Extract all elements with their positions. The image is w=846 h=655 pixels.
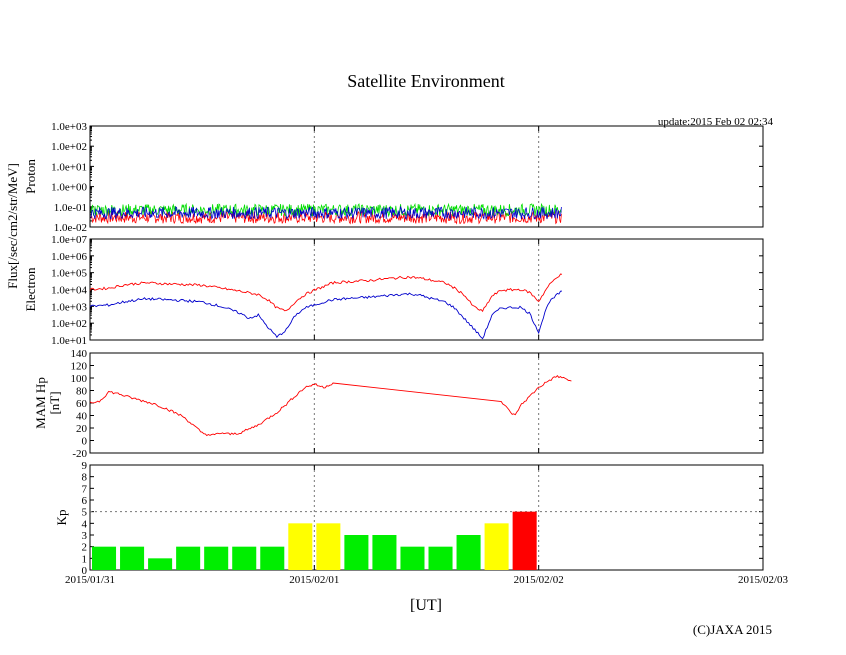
x-tick-label: 2015/02/01 — [289, 574, 339, 586]
mam-hp-series — [89, 375, 572, 437]
electron-high-series — [89, 273, 563, 313]
y-tick-label: 1.0e+02 — [51, 318, 87, 330]
kp-bar — [316, 523, 341, 570]
x-axis: 2015/01/31 2015/02/01 2015/02/02 2015/02/03 — [65, 126, 789, 586]
y-tick-label: 6 — [82, 495, 88, 507]
flux-axis-label: Flux[/sec/cm2/str/MeV] — [5, 163, 20, 289]
y-tick-label: -20 — [72, 448, 87, 460]
y-tick-label: 1 — [82, 553, 88, 565]
y-tick-label: 8 — [82, 472, 88, 484]
kp-bar — [232, 546, 257, 570]
y-axis-label-text: MAM Hp — [33, 377, 48, 429]
y-tick-label: 4 — [82, 518, 88, 530]
copyright: (C)JAXA 2015 — [693, 622, 772, 637]
kp-bar — [148, 558, 173, 570]
y-tick-label: 60 — [76, 398, 88, 410]
flux-label-text: Flux[/sec/cm2/str/MeV] — [5, 163, 20, 289]
kp-bar — [204, 546, 229, 570]
kp-bar — [456, 535, 481, 570]
y-axis-label-text: Proton — [23, 159, 38, 194]
panel-frame — [89, 352, 764, 454]
kp-bar — [260, 546, 285, 570]
y-tick-label: 5 — [82, 507, 88, 519]
y-tick-label: 1.0e+05 — [51, 268, 87, 280]
y-tick-label: 0 — [82, 565, 88, 577]
y-tick-label: 40 — [76, 411, 88, 423]
kp-bar — [400, 546, 425, 570]
y-tick-label: 0 — [82, 436, 88, 448]
y-tick-label: 1.0e-02 — [54, 222, 87, 234]
y-axis-label: Kp — [54, 510, 69, 526]
y-tick-label: 1.0e+02 — [51, 141, 87, 153]
kp-bar — [512, 511, 537, 570]
panel-frame — [89, 464, 764, 571]
update-timestamp: update:2015 Feb 02 02:34 — [658, 116, 774, 128]
y-tick-label: 1.0e+07 — [51, 234, 87, 246]
kp-bar — [484, 523, 509, 570]
kp-bar — [176, 546, 201, 570]
y-tick-label: 20 — [76, 423, 88, 435]
y-tick-label: 1.0e-01 — [54, 202, 87, 214]
y-tick-label: 9 — [82, 460, 88, 472]
y-axis-unit-text: [nT] — [47, 391, 62, 414]
y-axis-label: Electron — [23, 267, 38, 312]
y-tick-label: 1.0e+06 — [51, 251, 87, 263]
kp-bar — [92, 546, 117, 570]
y-axis-label-text: Electron — [23, 267, 38, 312]
y-tick-label: 80 — [76, 386, 88, 398]
y-tick-label: 1.0e+01 — [51, 161, 87, 173]
x-tick-label: 2015/02/03 — [738, 574, 789, 586]
x-tick-label: 2015/01/31 — [65, 574, 115, 586]
x-tick-label: 2015/02/02 — [514, 574, 564, 586]
y-tick-label: 120 — [71, 361, 88, 373]
y-tick-label: 1.0e+03 — [51, 121, 87, 133]
y-tick-label: 1.0e+00 — [51, 182, 87, 194]
panel-frame — [89, 238, 764, 341]
proton-panel: 1.0e+03 1.0e+02 1.0e+01 1.0e+00 1.0e-01 1.0e-… — [23, 121, 764, 234]
y-tick-label: 7 — [82, 483, 88, 495]
kp-bar — [120, 546, 145, 570]
y-tick-label: 1.0e+04 — [51, 285, 87, 297]
y-axis-label: Proton — [23, 159, 38, 194]
svg-text:Flux[/sec/cm2/str/MeV]: Flux[/sec/cm2/str/MeV] — [5, 163, 20, 289]
electron-panel: 1.0e+07 1.0e+06 1.0e+05 1.0e+04 1.0e+03 1.0e+… — [23, 234, 764, 347]
y-tick-label: 1.0e+03 — [51, 301, 87, 313]
chart-title: Satellite Environment — [347, 71, 504, 91]
kp-bar — [372, 535, 397, 570]
electron-low-series — [89, 290, 563, 340]
kp-bar — [288, 523, 313, 570]
kp-bar — [428, 546, 453, 570]
y-axis-label: MAM Hp [nT] — [33, 377, 62, 429]
y-tick-label: 2 — [82, 542, 88, 554]
y-tick-label: 3 — [82, 530, 88, 542]
y-tick-label: 100 — [71, 373, 88, 385]
x-axis-label: [UT] — [410, 597, 442, 614]
y-axis-label-text: Kp — [54, 510, 69, 526]
proton-blue-series — [90, 205, 562, 221]
y-tick-label: 140 — [71, 348, 88, 360]
y-tick-label: 1.0e+01 — [51, 335, 87, 347]
kp-bar — [344, 535, 369, 570]
